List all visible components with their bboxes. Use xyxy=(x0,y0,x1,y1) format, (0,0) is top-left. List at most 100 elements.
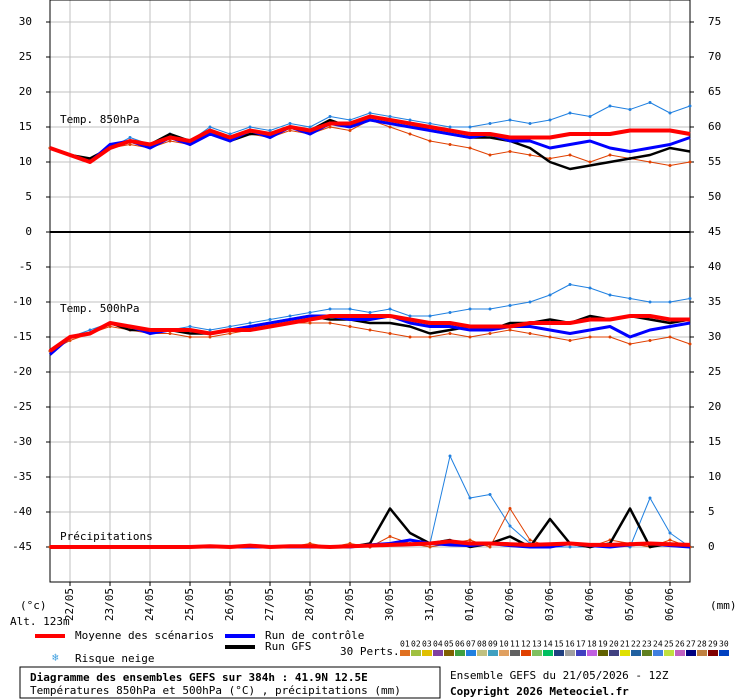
y-tick-label: -45 xyxy=(12,540,32,553)
perturbation-swatch xyxy=(554,650,564,656)
perturbation-point xyxy=(388,332,392,335)
y-tick-label: 20 xyxy=(19,85,32,98)
x-tick-label: 31/05 xyxy=(423,588,436,621)
perturbation-swatch xyxy=(664,650,674,656)
perturbation-point xyxy=(408,314,412,318)
x-tick-label: 01/06 xyxy=(463,588,476,621)
perturbation-point xyxy=(348,325,352,328)
perturbation-name: 30 xyxy=(719,640,729,649)
perturbation-name: 02 xyxy=(411,640,421,649)
perturbation-point xyxy=(568,283,572,286)
perturbation-swatch xyxy=(598,650,608,656)
perturbation-point xyxy=(528,122,532,125)
perturbation-swatch xyxy=(719,650,729,656)
perturbation-point xyxy=(408,118,412,122)
perturbation-name: 28 xyxy=(697,640,707,649)
perturbation-name: 13 xyxy=(532,640,542,649)
perturbation-point xyxy=(188,335,192,339)
perturbation-point xyxy=(468,335,472,339)
perturbation-point xyxy=(168,139,172,143)
y-tick-label: 30 xyxy=(19,15,32,28)
perturbation-swatch xyxy=(488,650,498,656)
perturbation-point xyxy=(688,104,692,108)
y2-tick-label: 65 xyxy=(708,85,721,98)
y-axis-unit: (°c) xyxy=(20,599,47,612)
perturbation-point xyxy=(488,153,492,157)
x-tick-label: 05/06 xyxy=(623,588,636,621)
chart-title: Diagramme des ensembles GEFS sur 384h : … xyxy=(30,671,368,684)
perturbation-point xyxy=(648,160,652,164)
perturbation-point xyxy=(328,125,332,129)
y2-tick-label: 50 xyxy=(708,190,721,203)
perturbation-point xyxy=(448,454,452,458)
x-tick-label: 02/06 xyxy=(503,588,516,621)
perturbation-point xyxy=(228,325,232,328)
y2-tick-label: 5 xyxy=(708,505,715,518)
perturbation-name: 21 xyxy=(620,640,630,649)
perturbation-point xyxy=(428,314,432,318)
perturbation-name: 20 xyxy=(609,640,619,649)
perturbation-point xyxy=(628,297,632,300)
perturbation-point xyxy=(428,335,432,339)
perturbation-point xyxy=(508,524,512,528)
perturbation-point xyxy=(548,293,552,297)
y-tick-label: 5 xyxy=(25,190,32,203)
perturbation-point xyxy=(548,157,552,160)
perturbation-point xyxy=(128,143,132,146)
altitude: Alt. 123m xyxy=(10,615,70,628)
perturbation-name: 16 xyxy=(565,640,575,649)
y2-tick-label: 45 xyxy=(708,225,721,238)
perturbation-name: 01 xyxy=(400,640,410,649)
y2-tick-label: 70 xyxy=(708,50,721,63)
perturbation-point xyxy=(128,136,132,139)
y2-axis-unit: (mm) xyxy=(710,599,737,612)
perturbation-point xyxy=(608,153,612,157)
perturbation-point xyxy=(268,318,272,321)
perturbation-point xyxy=(368,311,372,314)
perturbation-point xyxy=(488,545,492,549)
perturbation-point xyxy=(488,122,492,125)
perturbation-point xyxy=(528,153,532,157)
perturbation-swatch xyxy=(499,650,509,656)
x-tick-label: 03/06 xyxy=(543,588,556,621)
y2-tick-label: 60 xyxy=(708,120,721,133)
perturbation-point xyxy=(328,115,332,118)
perturbation-point xyxy=(288,129,292,132)
perturbation-swatch xyxy=(444,650,454,656)
perturbation-swatch xyxy=(532,650,542,656)
series-line xyxy=(50,539,691,549)
y-tick-label: -30 xyxy=(12,435,32,448)
y2-tick-label: 10 xyxy=(708,470,721,483)
perturbation-swatch xyxy=(400,650,410,656)
perturbation-point xyxy=(388,307,392,311)
perturbation-point xyxy=(428,139,432,143)
y2-tick-label: 40 xyxy=(708,260,721,273)
snow-icon: ❄ xyxy=(52,651,59,664)
perturbation-name: 07 xyxy=(466,640,476,649)
perturbation-point xyxy=(468,307,472,311)
x-tick-label: 30/05 xyxy=(383,588,396,621)
perturbation-name: 11 xyxy=(510,640,520,649)
perturbation-swatch xyxy=(675,650,685,656)
perturbation-point xyxy=(388,115,392,118)
y2-tick-label: 75 xyxy=(708,15,721,28)
x-tick-label: 22/05 xyxy=(63,588,76,621)
perturbation-name: 06 xyxy=(455,640,465,649)
perturbation-swatch xyxy=(565,650,575,656)
x-tick-label: 29/05 xyxy=(343,588,356,621)
perturbation-point xyxy=(188,325,192,328)
y2-tick-label: 35 xyxy=(708,295,721,308)
perturbation-swatch xyxy=(697,650,707,656)
perturbation-name: 26 xyxy=(675,640,685,649)
series-line xyxy=(49,118,691,164)
perturbation-point xyxy=(448,125,452,129)
perturbation-point xyxy=(508,304,512,307)
perturbation-point xyxy=(668,538,672,542)
perturbation-point xyxy=(348,129,352,132)
perturbation-point xyxy=(508,118,512,122)
perturbation-point xyxy=(588,335,592,339)
y-tick-label: -40 xyxy=(12,505,32,518)
perturbation-point xyxy=(668,300,672,304)
perturbation-point xyxy=(548,118,552,122)
